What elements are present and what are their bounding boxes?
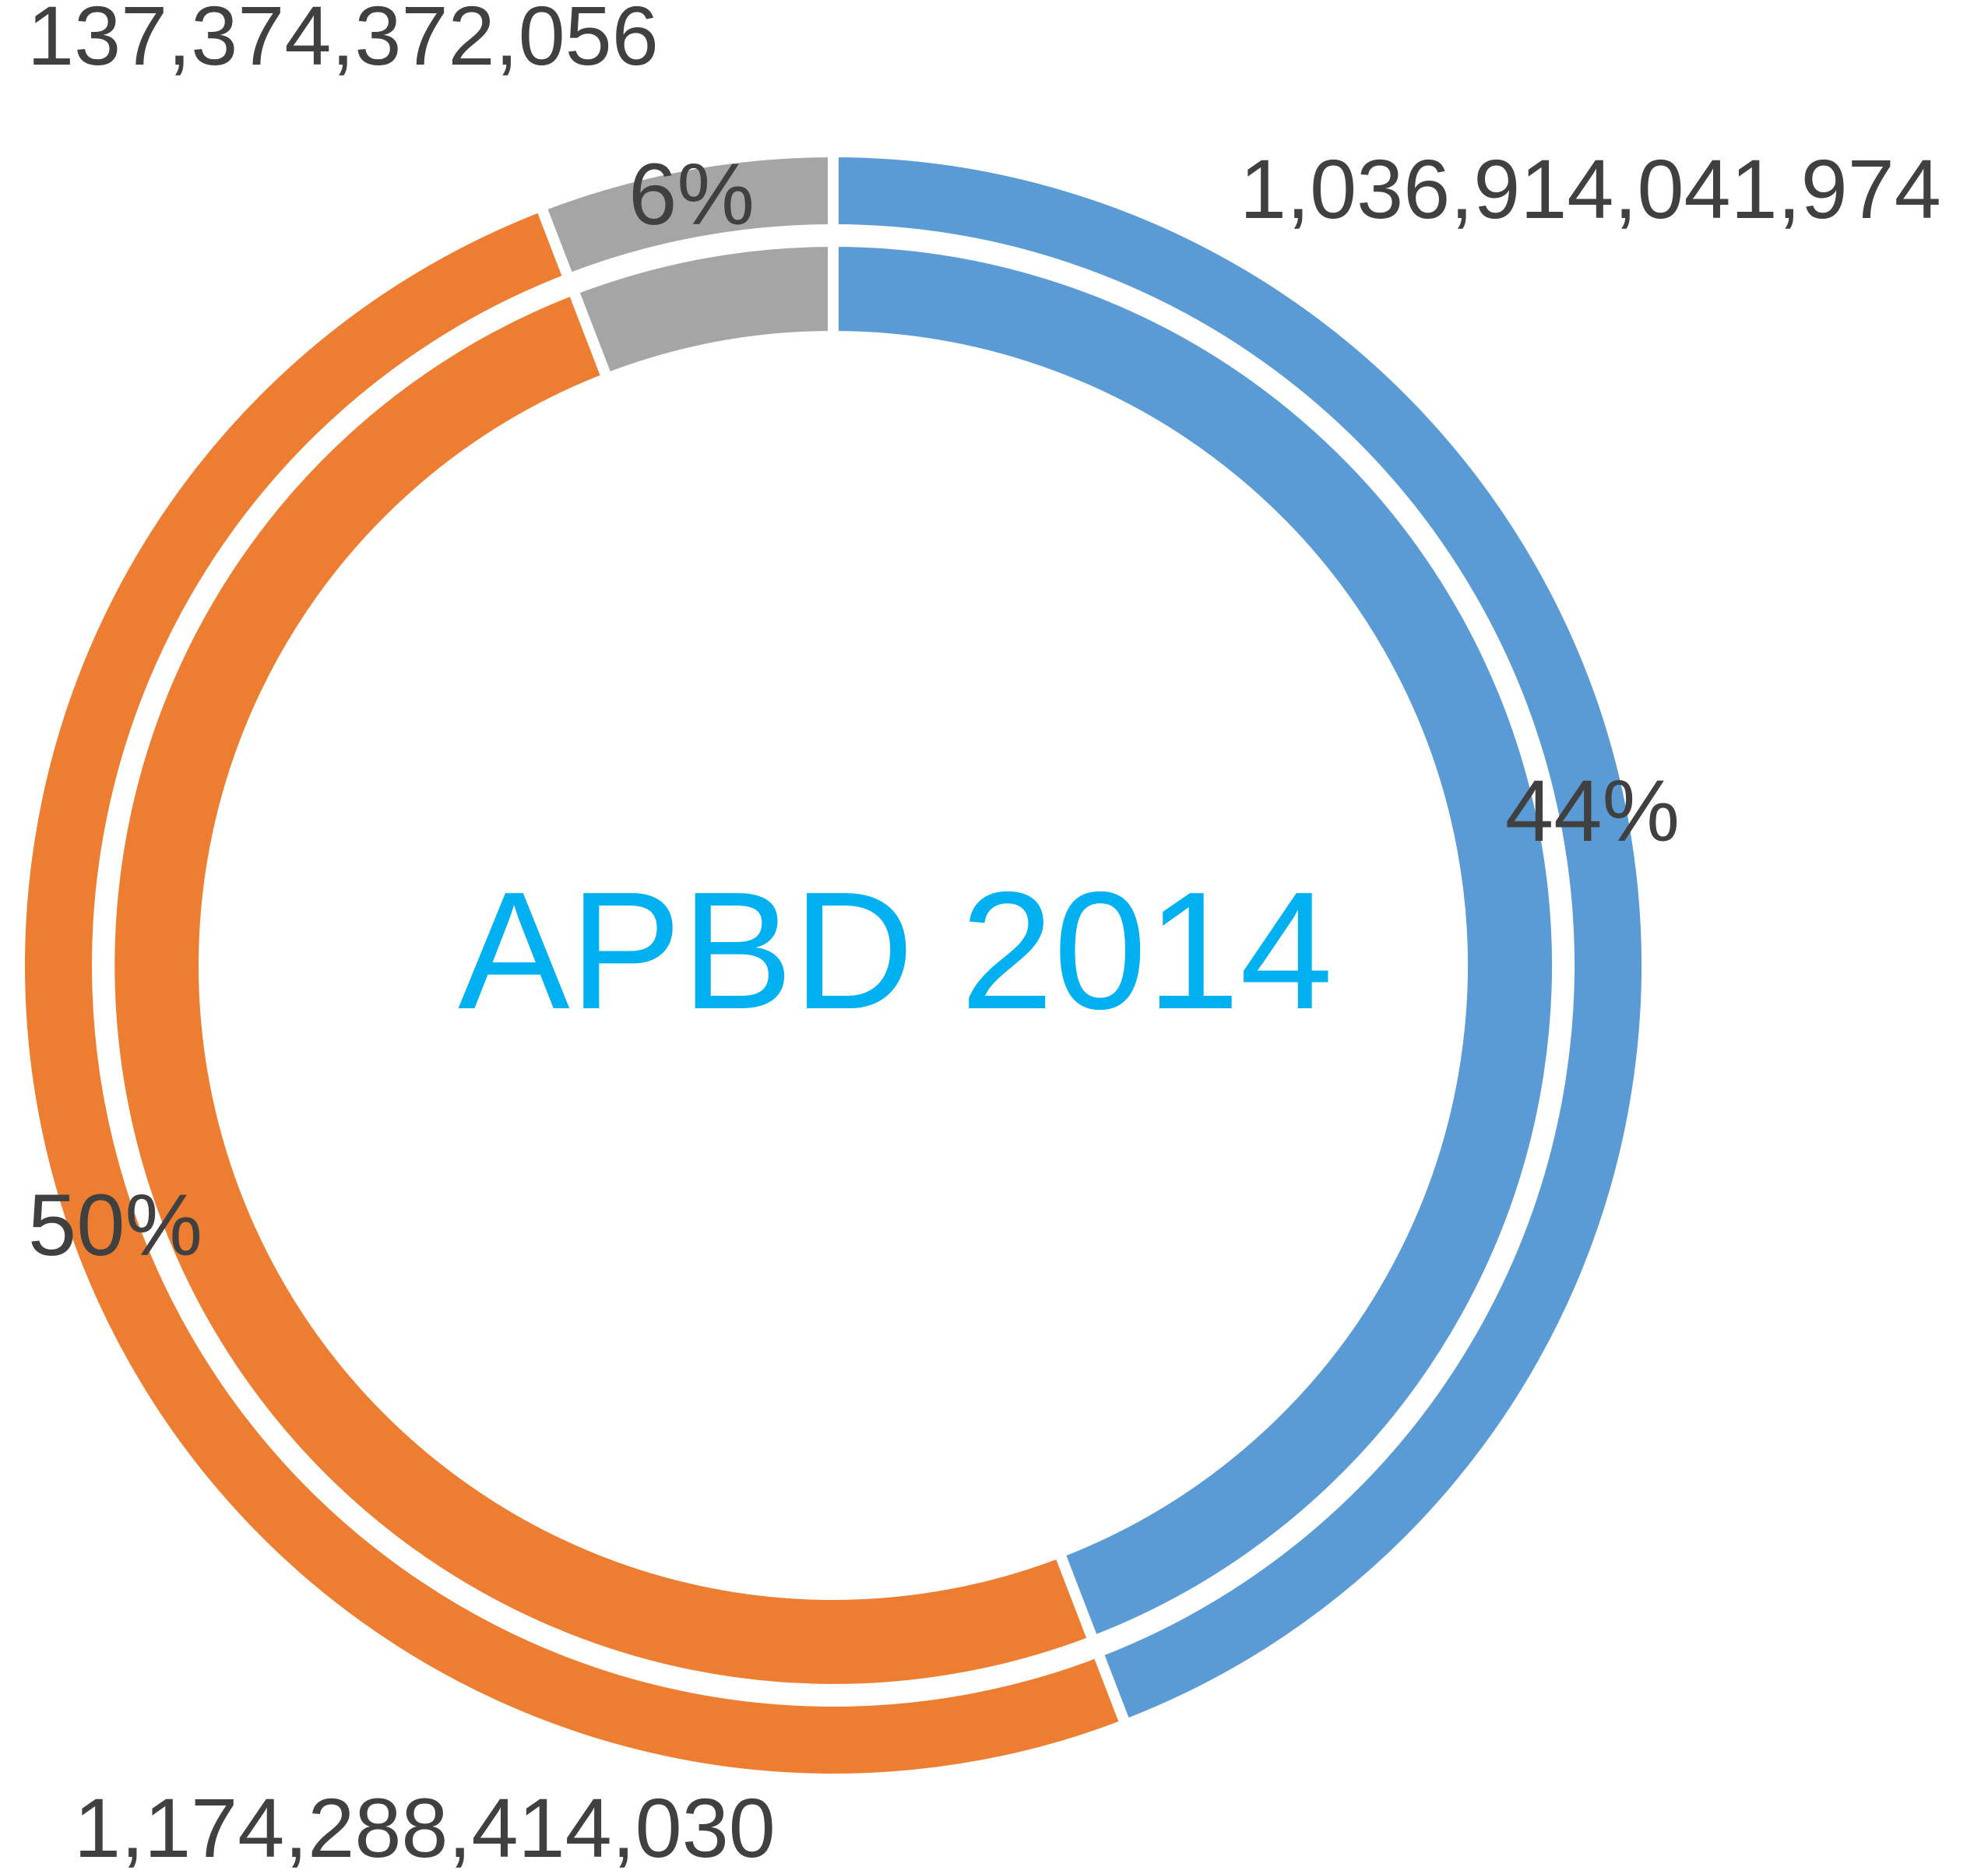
doughnut-rings	[14, 146, 1653, 1784]
doughnut-segment-outer-gray	[533, 146, 839, 287]
data-label-value-gray: 137,374,372,056	[27, 0, 659, 83]
data-label-percent-blue: 44%	[1505, 762, 1680, 860]
data-label-value-blue: 1,036,914,041,974	[1240, 142, 1941, 236]
doughnut-segment-inner-blue	[828, 235, 1563, 1648]
data-label-value-orange: 1,174,288,414,030	[74, 1781, 776, 1874]
data-label-percent-gray: 6%	[628, 146, 755, 243]
doughnut-segment-inner-orange	[103, 283, 1101, 1695]
data-label-percent-orange: 50%	[28, 1176, 202, 1274]
doughnut-segment-inner-gray	[565, 235, 839, 386]
doughnut-segment-outer-orange	[14, 199, 1133, 1784]
chart-title: APBD 2014	[458, 856, 1333, 1044]
doughnut-segment-outer-blue	[828, 146, 1653, 1732]
